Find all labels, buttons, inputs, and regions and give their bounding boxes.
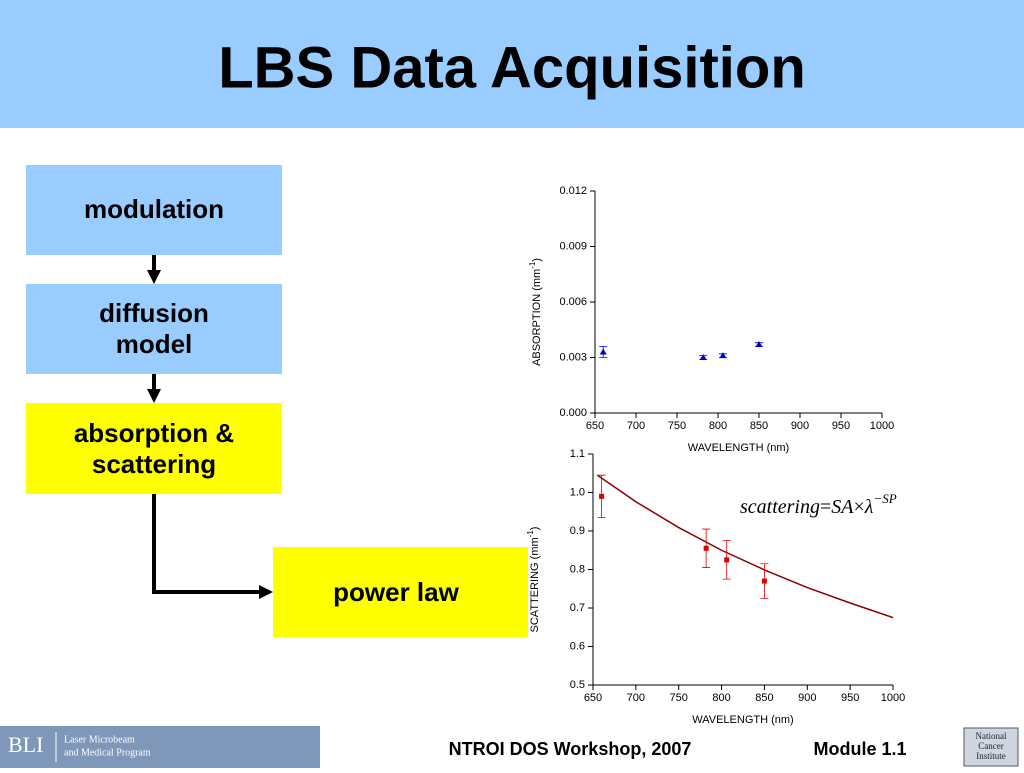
node-box (26, 284, 282, 374)
footer-event: NTROI DOS Workshop, 2007 (449, 739, 692, 759)
point (699, 354, 707, 360)
y-tick-label: 1.0 (570, 486, 585, 498)
institute-text: National (976, 731, 1007, 741)
charts: 650 700 750 800 850 900 950 1000 0.000 0.003 0.006… (526, 185, 906, 726)
y-tick-label: 0.8 (570, 563, 585, 575)
x-tick-label: 800 (712, 692, 730, 704)
equation-part: = (820, 496, 831, 518)
y-tick-label: 0.006 (559, 296, 587, 308)
x-tick-label: 800 (709, 420, 727, 432)
x-tick-label: 900 (798, 692, 816, 704)
x-tick-label: 650 (584, 692, 602, 704)
program-text: and Medical Program (64, 747, 151, 758)
y-axis-label: ABSORPTION (mm-1) (528, 258, 543, 366)
arrow-head (259, 585, 273, 599)
x-tick-label: 750 (670, 692, 688, 704)
node-label: modulation (84, 194, 224, 224)
x-tick-label: 950 (832, 420, 850, 432)
y-tick-label: 0.009 (559, 240, 587, 252)
institute-logo (963, 727, 1019, 767)
arrows (152, 255, 262, 594)
point (599, 493, 605, 499)
institute-text: Institute (976, 751, 1006, 761)
x-tick-label: 900 (791, 420, 809, 432)
y-tick-label: 0.7 (570, 602, 585, 614)
x-tick-label: 650 (586, 420, 604, 432)
x-axis-label: WAVELENGTH (nm) (692, 714, 793, 726)
institute-text: Cancer (978, 741, 1003, 751)
equation-part: SA (831, 496, 854, 518)
y-axis-label-part: ABSORPTION (mm (531, 269, 543, 366)
equation-part: λ (864, 496, 874, 518)
logo-text: BLI (8, 732, 43, 757)
arrow-head (147, 270, 161, 284)
x-axis-label: WAVELENGTH (nm) (688, 442, 789, 454)
arrow-heads (147, 270, 273, 599)
x-tick-label: 850 (750, 420, 768, 432)
node-box (26, 165, 282, 255)
y-tick-label: 0.6 (570, 640, 585, 652)
y-tick-label: 0.012 (559, 185, 587, 197)
node-box (273, 547, 528, 637)
point (724, 557, 730, 563)
node-label: absorption & scattering (73, 417, 235, 479)
y-tick-label: 0.9 (570, 525, 585, 537)
footer-module: Module 1.1 (813, 739, 906, 759)
header-band (0, 0, 1024, 128)
y-tick-label: 0.5 (570, 679, 585, 691)
x-tick-label: 950 (841, 692, 859, 704)
point (599, 348, 607, 355)
node-label: power law (333, 577, 459, 607)
x-tick-label: 1000 (881, 692, 905, 704)
node-box (26, 403, 282, 494)
y-axis-label-part: SCATTERING (mm (529, 537, 541, 632)
equation-part: × (854, 496, 865, 518)
y-axis-label: SCATTERING (mm-1) (526, 527, 541, 633)
x-tick-label: 850 (755, 692, 773, 704)
y-axis-label-part: -1 (526, 530, 535, 538)
y-axis-label-part: -1 (528, 261, 537, 269)
point (755, 341, 763, 348)
node-label-wrap: diffusion model (99, 298, 209, 359)
point (703, 545, 709, 551)
program-text: Laser Microbeam (64, 734, 135, 745)
equation: scattering=SA×λ−SP (740, 491, 897, 517)
x-tick-label: 1000 (870, 420, 894, 432)
fit-line (596, 474, 894, 619)
y-tick-label: 1.1 (570, 448, 585, 460)
point (761, 578, 767, 584)
y-tick-label: 0.003 (559, 351, 587, 363)
node-label-wrap: absorption & scattering (73, 417, 235, 479)
flow: modulation diffusion model absorption & … (26, 165, 528, 637)
x-tick-label: 700 (627, 692, 645, 704)
y-tick-label: 0.000 (559, 407, 587, 419)
logo-band (0, 726, 320, 768)
arrow (152, 494, 262, 594)
point (719, 352, 727, 359)
y-axis-label-part: ) (531, 258, 543, 262)
arrow-head (147, 389, 161, 403)
y-axis-label-part: ) (529, 527, 541, 531)
equation-part: −SP (873, 491, 896, 506)
x-tick-label: 700 (627, 420, 645, 432)
slide-title: LBS Data Acquisition (218, 35, 806, 100)
equation-part: scattering (740, 496, 820, 518)
x-tick-label: 750 (668, 420, 686, 432)
node-label: diffusion model (99, 298, 209, 359)
